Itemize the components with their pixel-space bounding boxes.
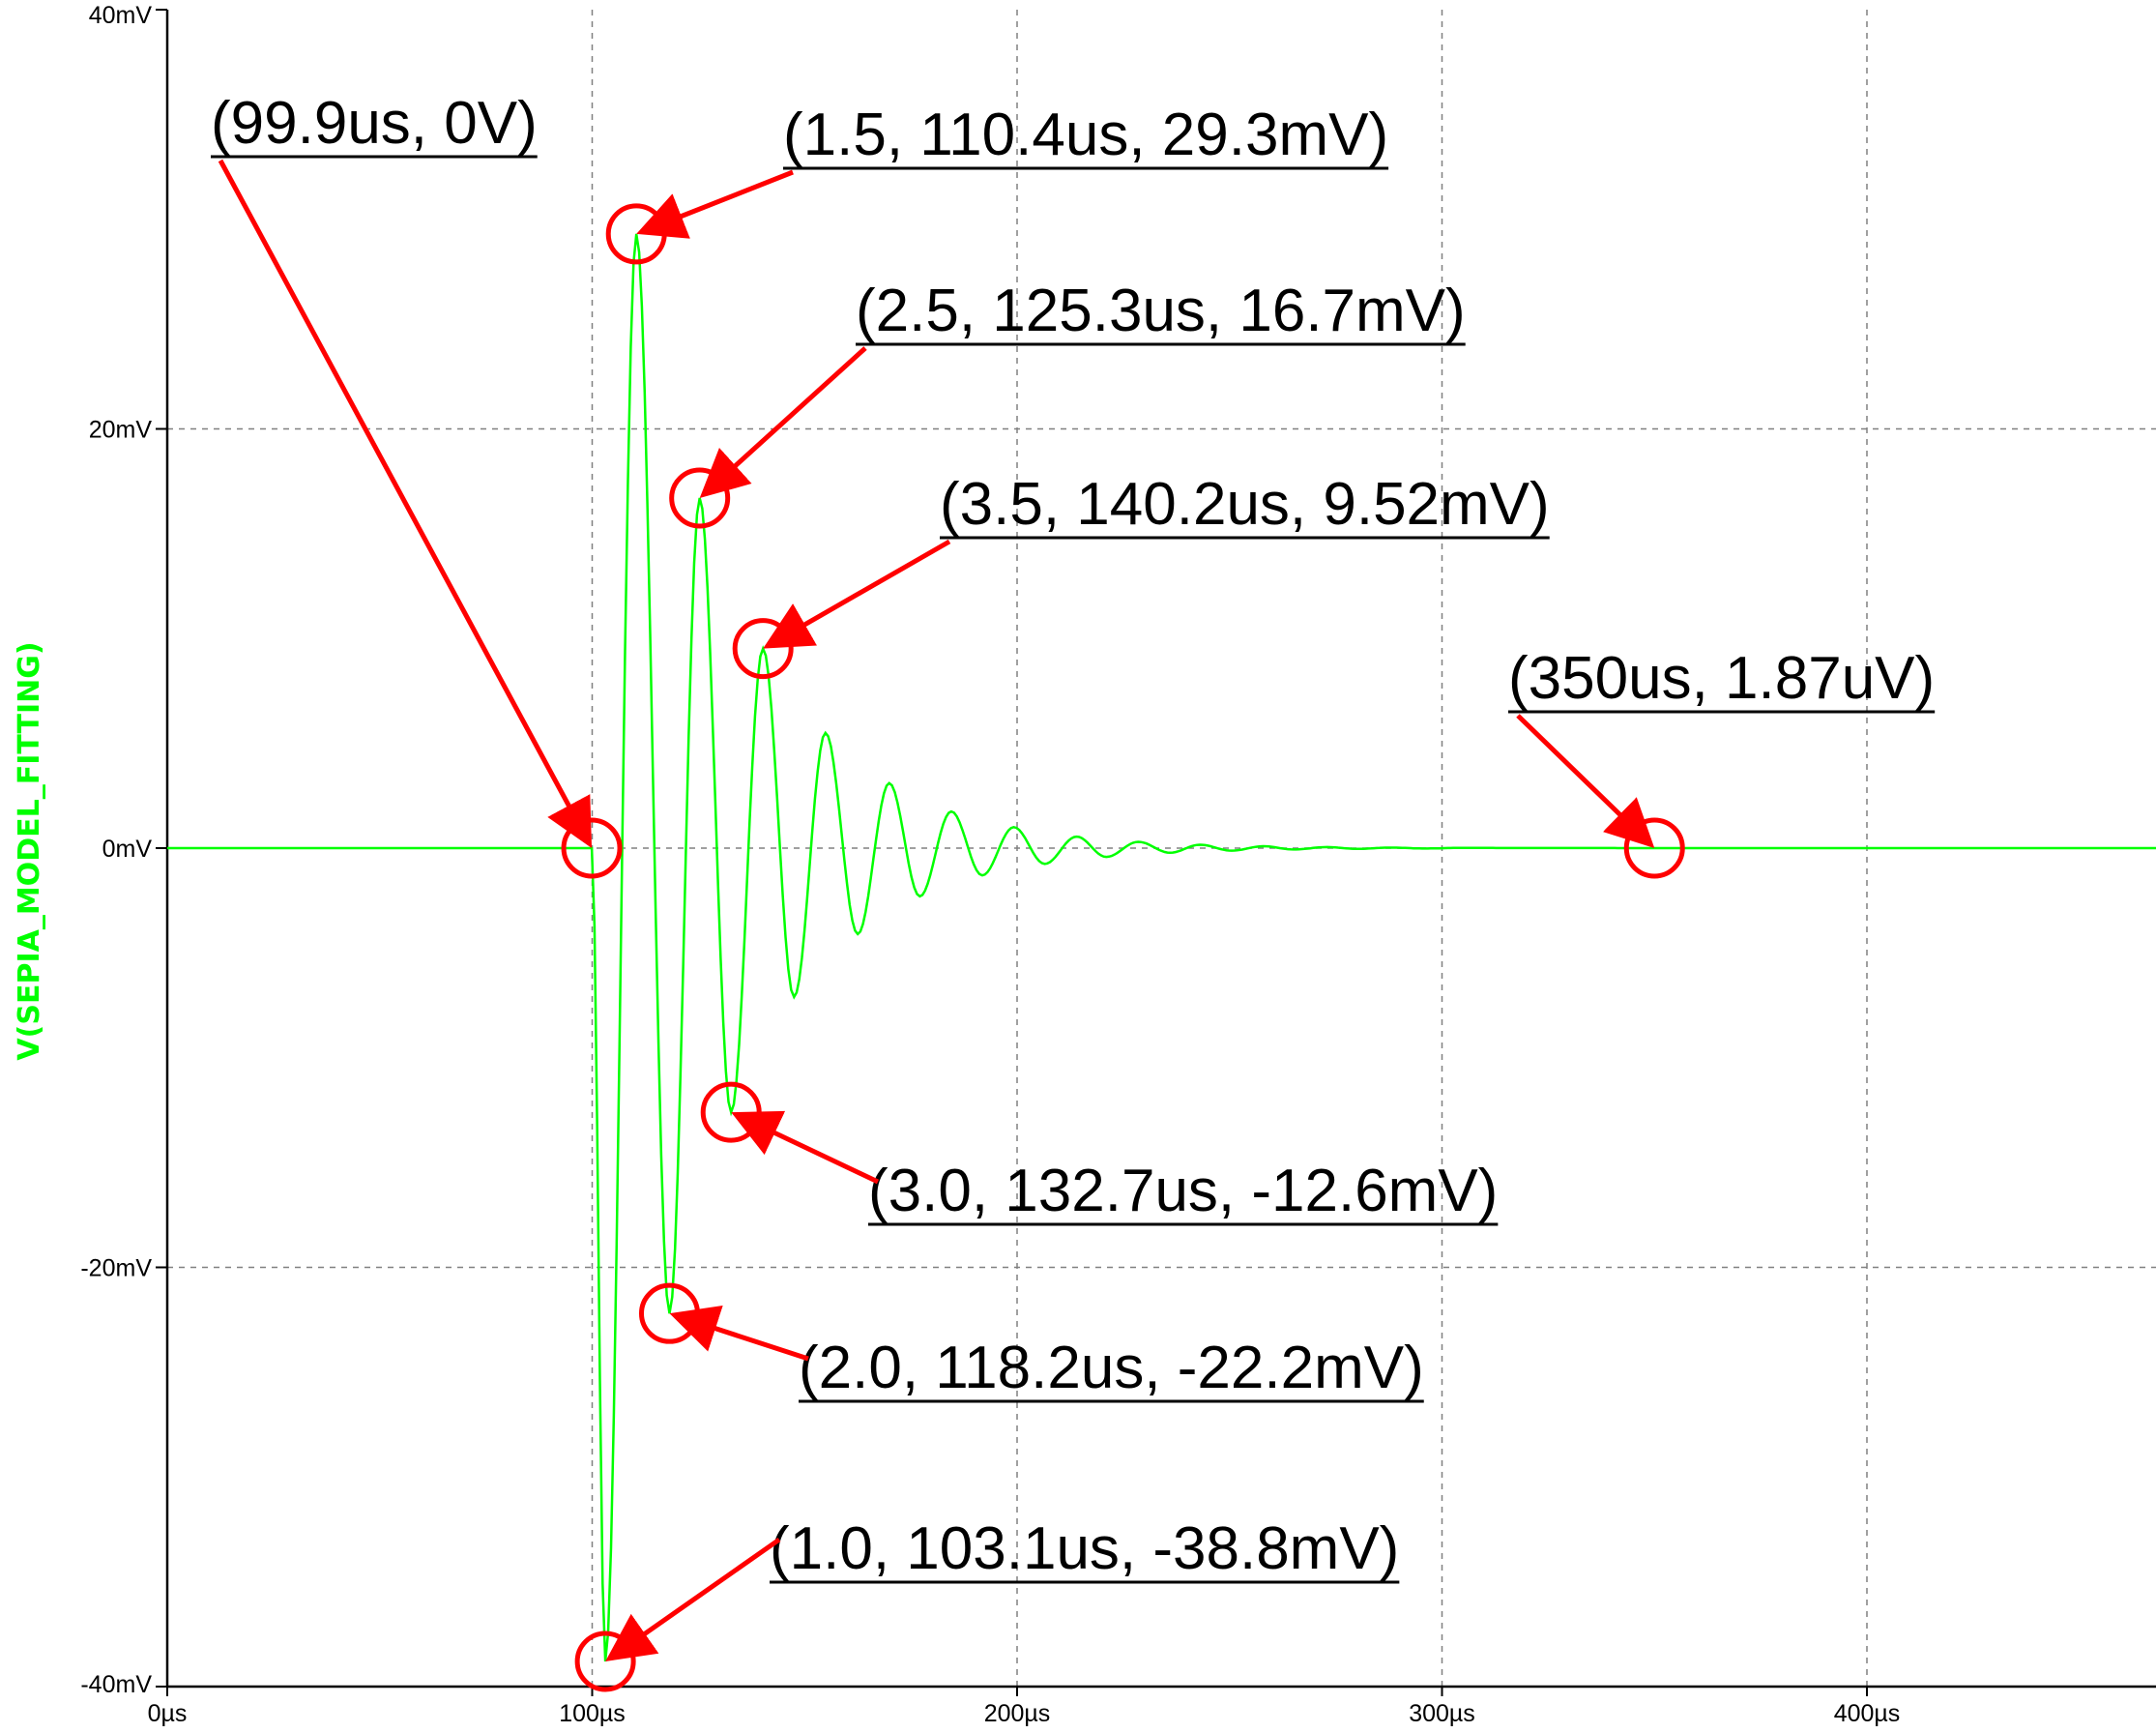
annotation-arrow (218, 159, 593, 849)
y-tick-label: 40mV (89, 2, 153, 29)
annotation-arrow (636, 169, 794, 239)
annotation-label: (99.9us, 0V) (211, 90, 538, 157)
x-tick-label: 200µs (984, 1700, 1051, 1727)
annotation-arrow (763, 539, 951, 649)
annotation-arrow (731, 1110, 880, 1185)
annotation-arrow (1516, 714, 1655, 848)
annotation-label: (2.5, 125.3us, 16.7mV) (856, 278, 1466, 344)
axes: 0µs 100µs 200µs 300µs 400µs 40mV 20mV 0mV -20mV -… (80, 2, 2156, 1727)
annotation-circle (669, 467, 731, 529)
annotation-label: (3.5, 140.2us, 9.52mV) (940, 471, 1550, 538)
annotation-label: (3.0, 132.7us, -12.6mV) (868, 1158, 1498, 1224)
annotation-label: (1.5, 110.4us, 29.3mV) (783, 102, 1388, 168)
annotation-label: (350us, 1.87uV) (1508, 645, 1935, 712)
annotation-arrow (605, 1537, 781, 1661)
y-tick-label: -20mV (80, 1255, 152, 1282)
x-tick-label: 300µs (1409, 1700, 1475, 1727)
x-tick-label: 0µs (148, 1700, 188, 1727)
annotation-layer: (99.9us, 0V) (1.5, 110.4us, 29.3mV) (2.5, … (211, 90, 1936, 1692)
annotation-label: (1.0, 103.1us, -38.8mV) (770, 1515, 1399, 1582)
x-tick-label: 100µs (559, 1700, 626, 1727)
annotation-arrow (669, 1305, 809, 1362)
annotation-label: (2.0, 118.2us, -22.2mV) (799, 1335, 1424, 1401)
y-tick-label: -40mV (80, 1671, 152, 1698)
trace-layer (167, 233, 2156, 1662)
y-tick-label: 20mV (89, 417, 153, 444)
annotation-arrow (699, 346, 867, 499)
y-tick-label: 0mV (102, 836, 153, 863)
series-line-v-sepia-model-fitting (167, 233, 2156, 1662)
y-axis-label: V(SEPIA_MODEL_FITTING) (13, 641, 46, 1060)
x-tick-label: 400µs (1834, 1700, 1901, 1727)
